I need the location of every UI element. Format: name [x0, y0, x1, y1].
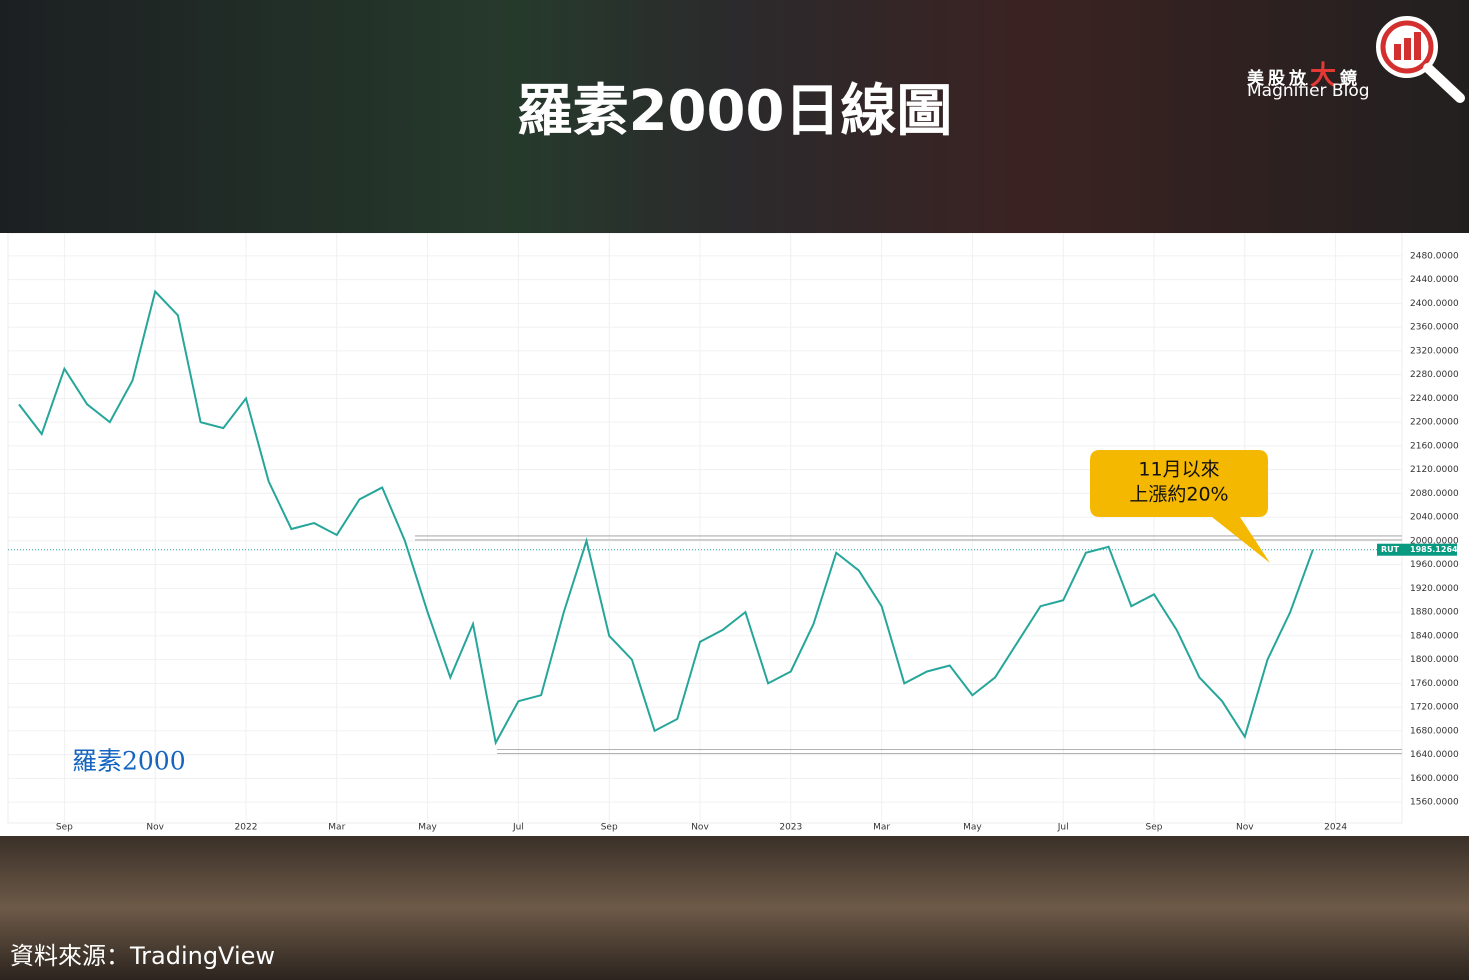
x-tick-label: 2024 [1324, 823, 1347, 833]
x-tick-label: 2022 [235, 823, 258, 833]
brand-name: 美股放大鏡 [1247, 55, 1361, 92]
y-tick-label: 1560.0000 [1410, 798, 1459, 808]
y-tick-label: 1600.0000 [1410, 774, 1459, 784]
last-price-symbol: RUT [1381, 545, 1400, 554]
chart-label: 羅素2000 [72, 747, 186, 776]
y-tick-label: 1760.0000 [1410, 679, 1459, 689]
x-tick-label: May [418, 823, 437, 833]
plot-frame [7, 233, 1403, 824]
callout-text: 11月以來 [1138, 459, 1219, 481]
price-line [18, 289, 1314, 746]
y-tick-label: 1640.0000 [1410, 750, 1459, 760]
y-tick-label: 1720.0000 [1410, 703, 1459, 713]
y-tick-label: 1960.0000 [1410, 560, 1459, 570]
x-tick-label: Sep [1146, 823, 1163, 833]
brand-part: 鏡 [1340, 69, 1362, 89]
callout-bubble [1090, 450, 1270, 563]
chart-background [0, 233, 1469, 836]
y-tick-label: 1880.0000 [1410, 608, 1459, 618]
source-note: 資料來源：TradingView [10, 942, 276, 970]
brand-part: 大 [1310, 61, 1341, 91]
logo-icon [1376, 16, 1465, 103]
y-tick-label: 2200.0000 [1410, 418, 1459, 428]
y-tick-label: 2000.0000 [1410, 536, 1459, 546]
y-tick-label: 2440.0000 [1410, 275, 1459, 285]
y-tick-label: 2480.0000 [1410, 251, 1459, 261]
x-tick-label: Jul [1057, 823, 1069, 833]
callout-text: 上漲約20% [1129, 484, 1228, 506]
page-title: 羅素2000日線圖 [516, 79, 953, 144]
x-tick-label: Mar [328, 823, 345, 833]
y-tick-label: 2400.0000 [1410, 299, 1459, 309]
footer-banner [0, 836, 1469, 980]
y-tick-label: 1840.0000 [1410, 631, 1459, 641]
y-tick-label: 2120.0000 [1410, 465, 1459, 475]
x-tick-label: Sep [601, 823, 618, 833]
x-tick-label: Mar [873, 823, 890, 833]
last-price-tag [1377, 543, 1457, 556]
y-tick-label: 2360.0000 [1410, 323, 1459, 333]
brand-part: 美股放 [1247, 69, 1310, 89]
y-tick-label: 1680.0000 [1410, 726, 1459, 736]
y-tick-label: 2240.0000 [1410, 394, 1459, 404]
y-tick-label: 2320.0000 [1410, 346, 1459, 356]
x-tick-label: Nov [1236, 823, 1254, 833]
x-tick-label: 2023 [779, 823, 802, 833]
x-tick-label: May [963, 823, 982, 833]
header-banner [0, 0, 1469, 233]
y-tick-label: 1800.0000 [1410, 655, 1459, 665]
x-tick-label: Jul [512, 823, 524, 833]
x-tick-label: Nov [691, 823, 709, 833]
brand-subtitle: Magnifier Blog [1247, 81, 1370, 101]
y-tick-label: 2280.0000 [1410, 370, 1459, 380]
y-tick-label: 2160.0000 [1410, 441, 1459, 451]
y-tick-label: 2040.0000 [1410, 513, 1459, 523]
x-tick-label: Sep [56, 823, 73, 833]
x-tick-label: Nov [146, 823, 164, 833]
y-tick-label: 2080.0000 [1410, 489, 1459, 499]
chart: 2480.0000 2440.0000 2400.0000 2360.0000 2320… [0, 233, 1469, 836]
last-price-label: 1985.1264 [1410, 545, 1458, 554]
y-tick-label: 1920.0000 [1410, 584, 1459, 594]
